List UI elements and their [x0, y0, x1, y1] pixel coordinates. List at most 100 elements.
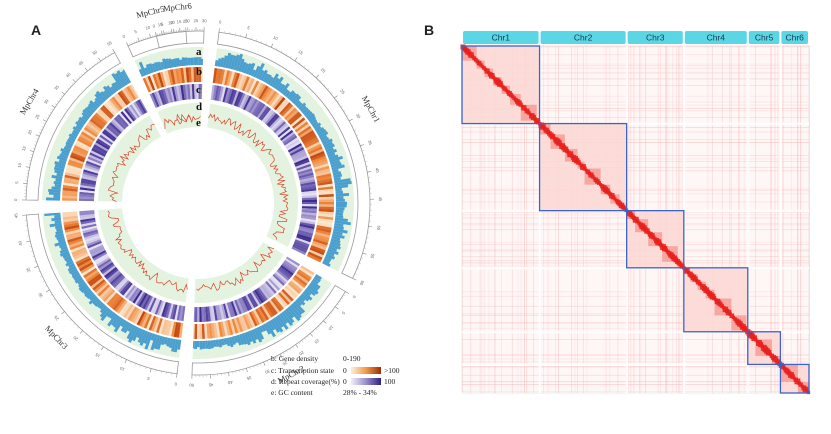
- hic-horizontal-stripe: [462, 142, 809, 144]
- mpchr2-repeat-cell: [276, 269, 290, 281]
- hic-gap-v: [779, 46, 782, 393]
- mpchr1-repeat-cell: [256, 104, 268, 119]
- mpchr6-gene-bar: [179, 59, 183, 67]
- mpchr1-repeat-cell: [299, 179, 316, 185]
- mpchr4-transcription-cell: [98, 108, 111, 121]
- mpchr4-gene-bar: [93, 100, 101, 108]
- mpchr1-repeat-cell: [296, 163, 312, 171]
- mpchr2-transcription-cell: [238, 316, 246, 332]
- mpchr1-gene-bar: [334, 180, 352, 186]
- mpchr3-transcription-cell: [106, 292, 119, 306]
- mpchr2-minor-tick: [307, 335, 309, 338]
- mpchr3-minor-tick: [30, 251, 33, 252]
- mpchr2-transcription-cell: [213, 322, 218, 338]
- hic-horizontal-stripe: [462, 78, 809, 80]
- mpchr1-tick: [367, 171, 372, 173]
- legend-transcription-max: >100: [384, 366, 400, 375]
- mpchr2-minor-tick: [242, 369, 244, 372]
- mpchr2-gene-bar: [281, 311, 294, 327]
- hic-gap-v: [746, 46, 750, 393]
- mpchr1-transcription-cell: [277, 100, 290, 114]
- mpchr3-gene-bar: [171, 338, 176, 352]
- mpchr4-transcription-cell: [63, 179, 79, 185]
- mpchr5-tick-label: 15: [157, 22, 163, 28]
- mpchr4-gene-bar: [53, 166, 65, 172]
- mpchr5-repeat-cell: [153, 91, 162, 107]
- mpchr1-gene-bar: [290, 93, 300, 103]
- hic-horizontal-stripe: [462, 104, 809, 106]
- mpchr5-gene-bar: [138, 68, 145, 77]
- mpchr2-repeat-cell: [269, 276, 282, 290]
- mpchr1-repeat-cell: [298, 172, 314, 179]
- hic-horizontal-stripe: [462, 366, 809, 367]
- mpchr3-label: MpChr3: [43, 323, 70, 351]
- mpchr3-repeat-cell: [167, 303, 174, 319]
- mpchr1-repeat-cell: [301, 197, 317, 201]
- mpchr3-transcription-cell: [125, 305, 136, 320]
- mpchr1-gene-bar: [273, 76, 284, 90]
- mpchr4-transcription-cell: [83, 126, 98, 138]
- mpchr2-repeat-cell: [257, 287, 268, 301]
- mpchr1-minor-tick: [337, 101, 340, 103]
- mpchr3-gene-bar: [73, 274, 82, 281]
- mpchr3-gene-bar: [150, 333, 156, 341]
- mpchr4-transcription-cell: [65, 169, 81, 176]
- mpchr1-transcription-cell: [287, 111, 301, 124]
- mpchr2-transcription-cell: [248, 311, 258, 327]
- mpchr3-transcription-cell: [99, 286, 112, 299]
- hic-chromosome-boxes: [461, 45, 810, 394]
- mpchr2-transcription-cell: [253, 309, 263, 325]
- mpchr2-repeat-cell: [279, 266, 293, 278]
- legend-repeat-colorbar: [351, 378, 381, 385]
- mpchr1-transcription-cell: [318, 186, 334, 191]
- mpchr1-gene-bar: [262, 73, 270, 83]
- mpchr3-repeat-cell: [99, 261, 114, 273]
- mpchr1-repeat-cell: [224, 87, 231, 103]
- mpchr4-transcription-cell: [105, 101, 118, 115]
- mpchr1-transcription-cell: [300, 130, 315, 141]
- mpchr2-tick-label: 45: [208, 382, 214, 387]
- mpchr3-tick-label: 15: [94, 352, 101, 359]
- mpchr4-gene-bar: [88, 102, 97, 112]
- mpchr3-gene-bar: [106, 310, 114, 318]
- mpchr3-transcription-cell: [64, 224, 80, 231]
- mpchr4-gene-bar: [68, 133, 77, 140]
- mpchr1-transcription-cell: [309, 247, 325, 256]
- mpchr2-tick-label: 30: [264, 368, 271, 375]
- mpchr1-repeat-cell: [299, 174, 315, 181]
- mpchr4-repeat-cell: [117, 114, 129, 127]
- mpchr1-transcription-cell: [297, 125, 312, 137]
- mpchr2-repeat-cell: [220, 303, 227, 320]
- mpchr1-gene-bar: [245, 63, 253, 75]
- mpchr1-transcription-cell: [318, 199, 334, 203]
- mpchr4-minor-tick: [36, 138, 39, 140]
- hic-horizontal-stripe: [462, 339, 809, 340]
- mpchr4-gene-bar: [56, 155, 68, 162]
- mpchr2-transcription-cell: [284, 285, 298, 298]
- mpchr3-gene-bar: [139, 330, 148, 346]
- mpchr1-repeat-cell: [299, 221, 316, 228]
- mpchr2-transcription-cell: [233, 317, 241, 333]
- mpchr3-gene-bar: [113, 316, 123, 329]
- mpchr1-tick: [294, 57, 298, 61]
- mpchr3-repeat-cell: [140, 293, 150, 309]
- mpchr1-transcription-cell: [228, 71, 236, 87]
- mpchr1-gene-bar: [335, 190, 343, 194]
- panel-a-label: A: [31, 22, 41, 38]
- mpchr3-transcription-cell: [72, 249, 88, 258]
- mpchr1-repeat-cell: [284, 137, 299, 148]
- mpchr2-repeat-cell: [197, 306, 200, 323]
- mpchr3-gene-bar: [54, 220, 62, 224]
- mpchr4-gene-bar: [94, 97, 103, 106]
- mpchr2-tick-label: 20: [298, 350, 305, 357]
- mpchr3-transcription-cell: [146, 314, 155, 330]
- mpchr1-gene-bar: [282, 88, 289, 96]
- mpchr3-minor-tick: [145, 366, 147, 369]
- mpchr1-gc-line: [208, 113, 290, 240]
- hic-vertical-stripe: [770, 46, 771, 393]
- mpchr2-transcription-cell: [287, 282, 301, 295]
- mpchr1-gene-bar: [327, 248, 339, 255]
- mpchr1-repeat-cell: [270, 117, 283, 131]
- mpchr4-repeat-cell: [103, 129, 117, 140]
- mpchr3-ideogram: [25, 213, 179, 375]
